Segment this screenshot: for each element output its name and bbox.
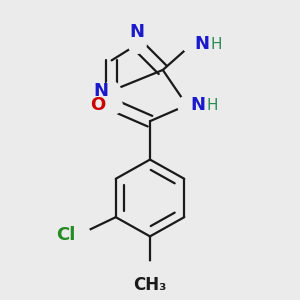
Text: H: H — [207, 98, 218, 113]
Circle shape — [128, 35, 146, 53]
Circle shape — [183, 35, 201, 53]
Circle shape — [103, 82, 121, 100]
Circle shape — [139, 262, 161, 284]
Circle shape — [183, 35, 201, 53]
Text: N: N — [130, 22, 145, 40]
Text: H: H — [211, 37, 222, 52]
Text: CH₃: CH₃ — [133, 276, 167, 294]
Circle shape — [178, 96, 196, 114]
Text: N: N — [93, 82, 108, 100]
Text: N: N — [195, 35, 210, 53]
Text: Cl: Cl — [56, 226, 76, 244]
Circle shape — [68, 224, 90, 246]
Circle shape — [178, 96, 196, 114]
Text: N: N — [190, 96, 205, 114]
Text: O: O — [90, 96, 105, 114]
Circle shape — [104, 96, 122, 114]
